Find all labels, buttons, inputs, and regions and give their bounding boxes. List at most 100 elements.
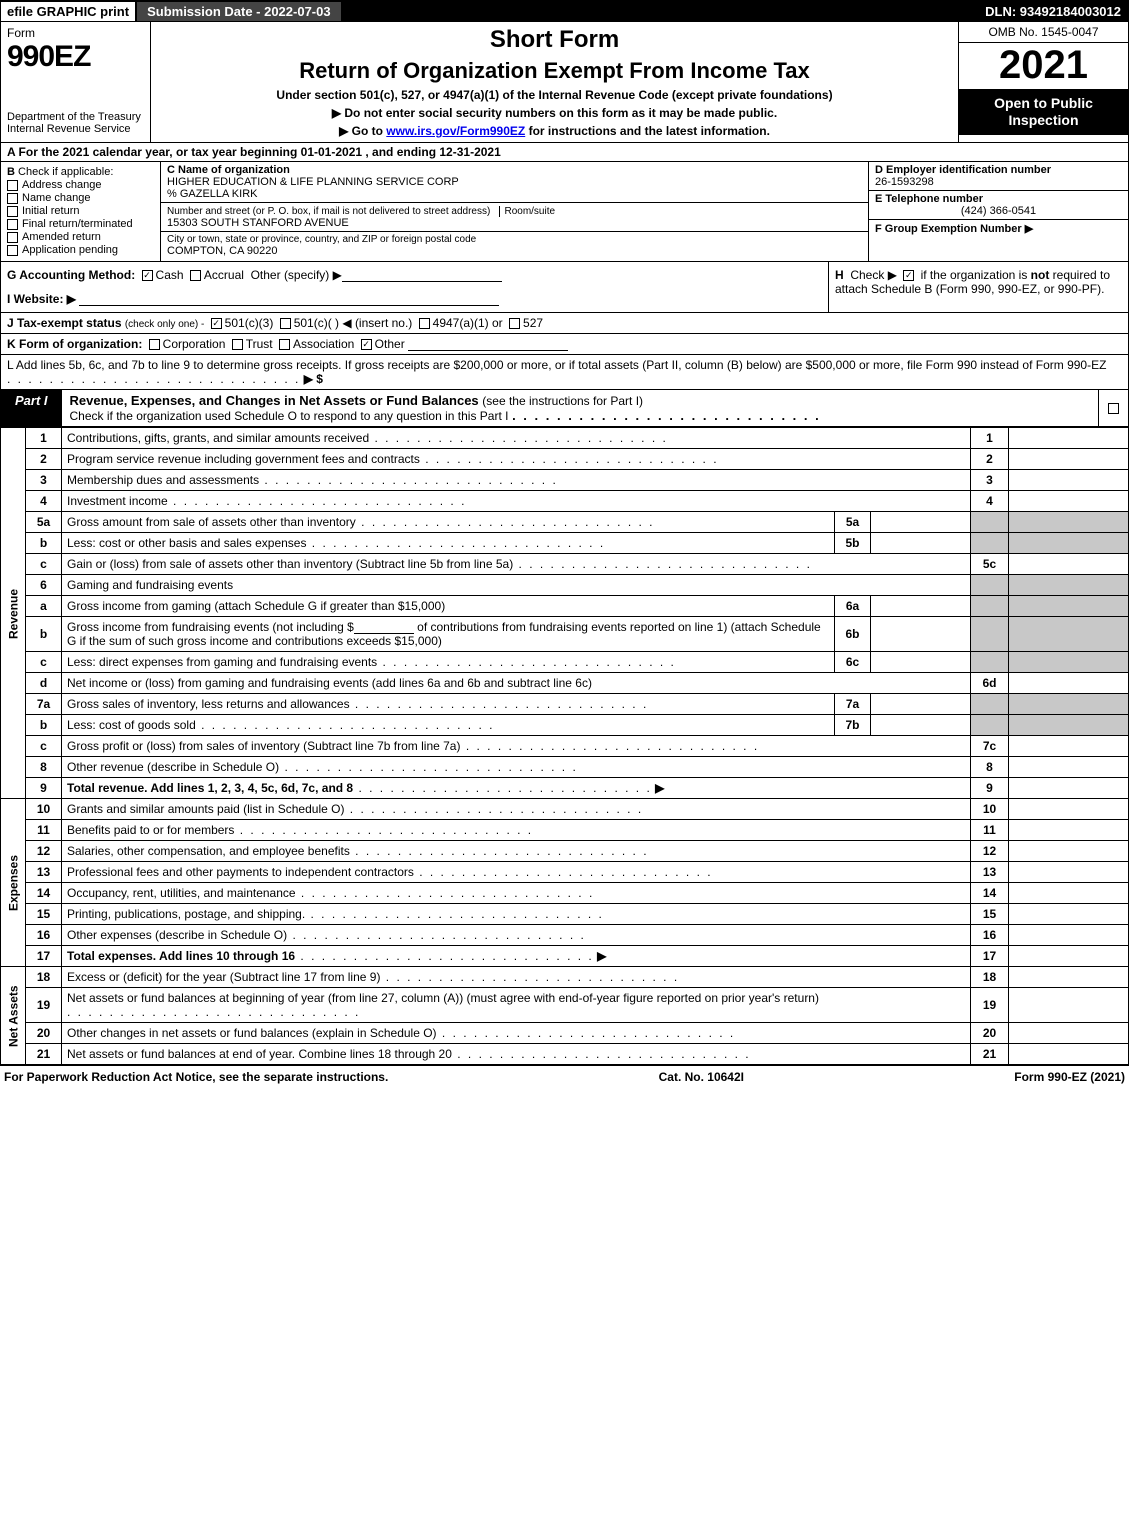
part1-dots <box>512 408 821 423</box>
irs-link[interactable]: www.irs.gov/Form990EZ <box>386 124 525 138</box>
goto-post: for instructions and the latest informat… <box>525 124 770 138</box>
l6a-ival[interactable] <box>871 596 971 617</box>
checkbox-501c[interactable] <box>280 318 291 329</box>
l3-val[interactable] <box>1009 470 1129 491</box>
l14-rn: 14 <box>971 883 1009 904</box>
l6a-text: Gross income from gaming (attach Schedul… <box>67 599 445 613</box>
city-state-zip: COMPTON, CA 90220 <box>167 245 862 257</box>
l7b-ival[interactable] <box>871 715 971 736</box>
l2-text: Program service revenue including govern… <box>67 452 420 466</box>
l5a-ival[interactable] <box>871 512 971 533</box>
l14-val[interactable] <box>1009 883 1129 904</box>
l6b-blank[interactable] <box>354 622 414 634</box>
l11-num: 11 <box>26 820 62 841</box>
opt-4947: 4947(a)(1) or <box>433 316 503 330</box>
room-label: Room/suite <box>499 206 555 217</box>
line-2: 2 Program service revenue including gove… <box>1 449 1129 470</box>
l12-val[interactable] <box>1009 841 1129 862</box>
l21-num: 21 <box>26 1044 62 1065</box>
l7a-ival[interactable] <box>871 694 971 715</box>
revenue-vertical-label: Revenue <box>1 428 26 799</box>
checkbox-address-change[interactable] <box>7 180 18 191</box>
line-7a: 7a Gross sales of inventory, less return… <box>1 694 1129 715</box>
l19-rn: 19 <box>971 988 1009 1023</box>
l5b-ival[interactable] <box>871 533 971 554</box>
l19-text: Net assets or fund balances at beginning… <box>67 991 819 1005</box>
checkbox-assoc[interactable] <box>279 339 290 350</box>
l5b-text: Less: cost or other basis and sales expe… <box>67 536 306 550</box>
efile-print-button[interactable]: efile GRAPHIC print <box>0 1 136 22</box>
checkbox-h[interactable] <box>903 270 914 281</box>
l9-text: Total revenue. Add lines 1, 2, 3, 4, 5c,… <box>67 781 353 795</box>
l15-text: Printing, publications, postage, and shi… <box>67 907 305 921</box>
checkbox-501c3[interactable] <box>211 318 222 329</box>
l-dots <box>7 372 300 386</box>
l6b-ival[interactable] <box>871 617 971 652</box>
opt-accrual: Accrual <box>204 268 244 282</box>
l5c-val[interactable] <box>1009 554 1129 575</box>
l15-val[interactable] <box>1009 904 1129 925</box>
checkbox-accrual[interactable] <box>190 270 201 281</box>
info-row: B Check if applicable: Address change Na… <box>0 162 1129 262</box>
other-specify-line[interactable] <box>342 270 502 282</box>
l5a-text: Gross amount from sale of assets other t… <box>67 515 356 529</box>
l2-val[interactable] <box>1009 449 1129 470</box>
line-15: 15 Printing, publications, postage, and … <box>1 904 1129 925</box>
checkbox-cash[interactable] <box>142 270 153 281</box>
check-if-applicable: Check if applicable: <box>18 166 113 178</box>
l18-val[interactable] <box>1009 967 1129 988</box>
checkbox-application-pending[interactable] <box>7 245 18 256</box>
form-word: Form <box>7 26 144 40</box>
l10-text: Grants and similar amounts paid (list in… <box>67 802 344 816</box>
checkbox-527[interactable] <box>509 318 520 329</box>
checkbox-final-return[interactable] <box>7 219 18 230</box>
k-row: K Form of organization: Corporation Trus… <box>0 334 1129 355</box>
expenses-vertical-label: Expenses <box>1 799 26 967</box>
opt-501c: 501(c)( ) ◀ (insert no.) <box>294 316 413 330</box>
l5a-shade <box>971 512 1009 533</box>
checkbox-name-change[interactable] <box>7 193 18 204</box>
l10-rn: 10 <box>971 799 1009 820</box>
l19-val[interactable] <box>1009 988 1129 1023</box>
line-6: 6 Gaming and fundraising events <box>1 575 1129 596</box>
l6b-num: b <box>26 617 62 652</box>
l6c-sn: 6c <box>835 652 871 673</box>
checkbox-initial-return[interactable] <box>7 206 18 217</box>
checkbox-corp[interactable] <box>149 339 160 350</box>
street-address: 15303 SOUTH STANFORD AVENUE <box>167 217 862 229</box>
opt-527: 527 <box>523 316 543 330</box>
l10-val[interactable] <box>1009 799 1129 820</box>
l8-val[interactable] <box>1009 757 1129 778</box>
l17-val[interactable] <box>1009 946 1129 967</box>
l6d-rn: 6d <box>971 673 1009 694</box>
checkbox-amended-return[interactable] <box>7 232 18 243</box>
other-org-line[interactable] <box>408 339 568 351</box>
l21-text: Net assets or fund balances at end of ye… <box>67 1047 452 1061</box>
checkbox-trust[interactable] <box>232 339 243 350</box>
l17-rn: 17 <box>971 946 1009 967</box>
checkbox-part1-schedule-o[interactable] <box>1108 403 1119 414</box>
l20-val[interactable] <box>1009 1023 1129 1044</box>
l13-val[interactable] <box>1009 862 1129 883</box>
website-line[interactable] <box>79 294 499 306</box>
l8-num: 8 <box>26 757 62 778</box>
l8-text: Other revenue (describe in Schedule O) <box>67 760 279 774</box>
l7c-val[interactable] <box>1009 736 1129 757</box>
l9-val[interactable] <box>1009 778 1129 799</box>
l1-val[interactable] <box>1009 428 1129 449</box>
l4-val[interactable] <box>1009 491 1129 512</box>
l16-val[interactable] <box>1009 925 1129 946</box>
l1-rn: 1 <box>971 428 1009 449</box>
l11-val[interactable] <box>1009 820 1129 841</box>
checkbox-4947[interactable] <box>419 318 430 329</box>
checkbox-other-org[interactable] <box>361 339 372 350</box>
opt-cash: Cash <box>156 268 184 282</box>
l7c-rn: 7c <box>971 736 1009 757</box>
tel-label: E Telephone number <box>875 193 1122 205</box>
line-5b: b Less: cost or other basis and sales ex… <box>1 533 1129 554</box>
l6d-val[interactable] <box>1009 673 1129 694</box>
l16-rn: 16 <box>971 925 1009 946</box>
l5a-num: 5a <box>26 512 62 533</box>
l6c-ival[interactable] <box>871 652 971 673</box>
l21-val[interactable] <box>1009 1044 1129 1065</box>
